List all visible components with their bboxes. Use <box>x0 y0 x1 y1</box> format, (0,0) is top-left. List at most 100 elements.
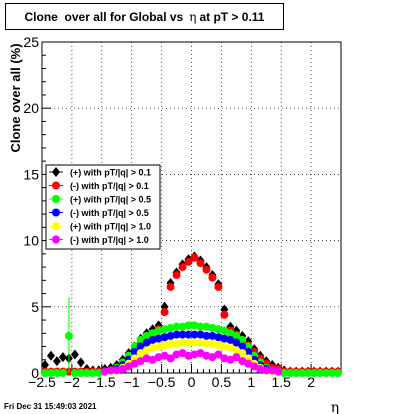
series-4-point <box>214 333 223 342</box>
x-tick-label: −2 <box>64 374 80 390</box>
series-3-point <box>310 369 319 377</box>
series-3-point <box>148 329 157 338</box>
series-4-point <box>190 330 199 339</box>
series-6-point <box>226 355 235 364</box>
series-4-point <box>238 342 247 351</box>
series-3-point <box>292 369 301 377</box>
series-3-point <box>226 329 235 338</box>
legend-marker <box>52 167 60 177</box>
legend-entry: (-) with pT/|q| > 0.1 <box>70 181 149 191</box>
series-5-point <box>172 339 181 348</box>
legend-entry: (+) with pT/|q| > 0.5 <box>70 195 151 205</box>
series-6-point <box>166 354 175 363</box>
series-3-point <box>328 369 337 377</box>
series-5-point <box>166 339 175 348</box>
series-3-point <box>304 369 313 377</box>
series-3-point <box>238 335 247 344</box>
chart-title-suffix: at pT > 0.11 <box>199 9 265 24</box>
series-5-point <box>238 349 247 358</box>
series-4-point <box>202 331 211 340</box>
y-tick-label: 10 <box>23 233 39 249</box>
series-1-point <box>52 356 61 367</box>
series-2-point <box>178 263 187 272</box>
series-3-point <box>232 331 241 340</box>
series-6-point <box>118 365 127 374</box>
series-6-point <box>238 357 247 366</box>
x-tick-label: −1.5 <box>88 374 116 390</box>
series-1-point <box>70 349 79 360</box>
series-3-point <box>64 331 73 340</box>
series-5-point <box>214 341 223 350</box>
series-5-point <box>148 343 157 352</box>
series-4-point <box>130 347 139 356</box>
series-3-point <box>214 325 223 334</box>
series-5-point <box>190 338 199 347</box>
timestamp-footer: Fri Dec 31 15:49:03 2021 <box>4 402 97 411</box>
series-6-point <box>142 354 151 363</box>
legend-entry: (+) with pT/|q| > 0.1 <box>70 168 151 178</box>
series-6-point <box>136 357 145 366</box>
series-6-point <box>220 354 229 363</box>
series-6-point <box>160 351 169 360</box>
series-6-point <box>148 355 157 364</box>
x-tick-label: −2.5 <box>28 374 56 390</box>
series-3-point <box>298 369 307 377</box>
series-3-point <box>94 369 103 377</box>
x-tick-label: −0.5 <box>148 374 176 390</box>
series-4-point <box>148 335 157 344</box>
series-5-point <box>196 338 205 347</box>
series-4-point <box>160 333 169 342</box>
series-6-point <box>172 350 181 359</box>
series-6-point <box>130 359 139 368</box>
series-2-point <box>160 308 169 317</box>
series-3-point <box>190 321 199 330</box>
series-5-point <box>202 339 211 348</box>
series-1-point <box>40 360 49 371</box>
series-5-point <box>208 339 217 348</box>
y-tick-label: 0 <box>31 365 39 381</box>
series-4-point <box>166 331 175 340</box>
y-tick-label: 20 <box>23 100 39 116</box>
series-6-point <box>208 353 217 362</box>
series-2-point <box>172 271 181 280</box>
series-6-point <box>244 359 253 368</box>
series-1-point <box>58 352 67 363</box>
chart-title-prefix: Clone over all for Global vs <box>24 9 184 24</box>
series-5-point <box>184 338 193 347</box>
series-3-point <box>286 369 295 377</box>
series-5-point <box>178 338 187 347</box>
series-6-point <box>112 366 121 375</box>
series-5-point <box>154 342 163 351</box>
series-3-point <box>280 369 289 377</box>
series-3-point <box>178 322 187 331</box>
y-tick-label: 25 <box>23 34 39 50</box>
legend-entry: (+) with pT/|q| > 1.0 <box>70 222 151 232</box>
legend-box <box>45 164 161 250</box>
series-4-point <box>172 330 181 339</box>
series-4-point <box>220 334 229 343</box>
series-3-point <box>136 335 145 344</box>
series-3-point <box>88 369 97 377</box>
series-2-point <box>208 273 217 282</box>
series-6-point <box>268 366 277 375</box>
x-tick-label: 0.5 <box>212 374 232 390</box>
series-3-point <box>160 325 169 334</box>
x-tick-label: 1.5 <box>271 374 291 390</box>
series-4-point <box>136 342 145 351</box>
series-3-point <box>40 369 49 377</box>
series-4-point <box>244 347 253 356</box>
series-6-point <box>202 351 211 360</box>
y-tick-label: 15 <box>23 166 39 182</box>
x-tick-label: −1 <box>124 374 140 390</box>
series-2-point <box>220 310 229 319</box>
series-3-point <box>46 369 55 377</box>
series-3-point <box>208 323 217 332</box>
series-3-point <box>76 369 85 377</box>
series-5-point <box>220 342 229 351</box>
series-3-point <box>334 369 343 377</box>
series-6-point <box>184 351 193 360</box>
x-axis-label: η <box>331 400 339 414</box>
series-4-point <box>142 338 151 347</box>
series-3-point <box>322 369 331 377</box>
